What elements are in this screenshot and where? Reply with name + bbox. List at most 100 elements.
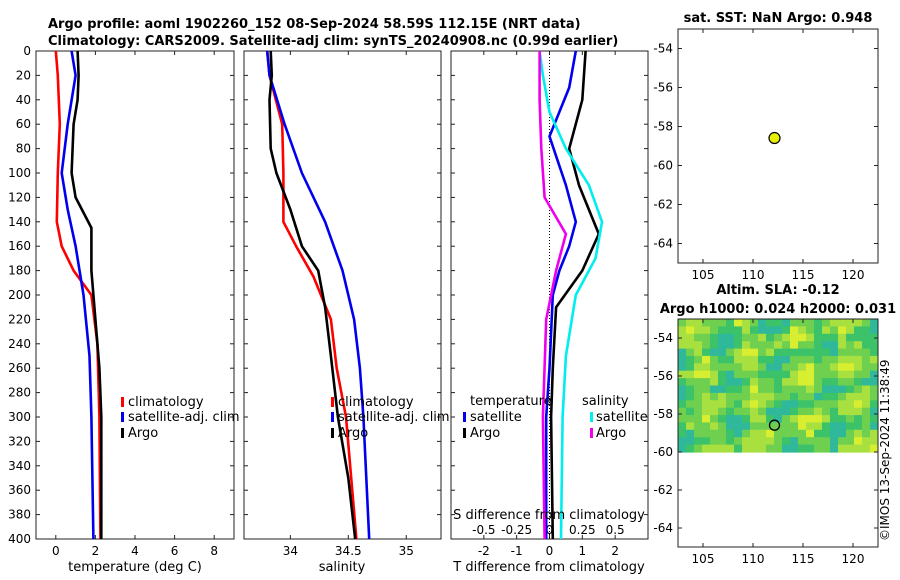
sla-heatmap-cell [686,415,695,424]
sla-heatmap-cell [838,429,847,438]
sla-heatmap-cell [694,437,703,446]
sla-heatmap-cell [678,370,687,379]
depth-tick-label: 0 [23,44,31,58]
sla-heatmap-cell [710,415,719,424]
sla-heatmap-cell [750,444,759,453]
sla-heatmap-cell [718,407,727,416]
sla-heatmap-cell [702,333,711,342]
sla-heatmap-cell [726,363,735,372]
sla-heatmap-cell [862,355,871,364]
sla-heatmap-cell [726,407,735,416]
legend-swatch-salinity-satellite [590,412,593,422]
sla-heatmap-cell [814,319,823,327]
sla-heatmap-cell [742,326,751,335]
sla-heatmap-cell [678,437,687,446]
sla-heatmap-cell [806,326,815,335]
sla-heatmap-cell [846,355,855,364]
sla-heatmap-cell [710,363,719,372]
sla-heatmap-cell [814,363,823,372]
sla-heatmap-cell [694,326,703,335]
lat-tick-label: -54 [653,331,673,345]
depth-tick-label: 40 [16,93,31,107]
sla-heatmap-cell [846,444,855,453]
sla-heatmap-cell [798,385,807,394]
sla-heatmap-cell [870,326,878,335]
sla-heatmap-cell [870,348,878,357]
sla-heatmap-cell [838,348,847,357]
depth-tick-label: 240 [8,337,31,351]
sla-heatmap-cell [694,415,703,424]
sla-heatmap-cell [718,444,727,453]
legend-swatch-argo [121,428,124,438]
sla-heatmap-cell [750,422,759,431]
sla-heatmap-cell [782,429,791,438]
sla-heatmap-cell [838,363,847,372]
sla-heatmap-cell [854,400,863,409]
sla-heatmap-cell [798,348,807,357]
series-line-satellite-adj-clim [265,51,371,539]
sst-map-frame [677,28,879,264]
sla-heatmap-cell [862,363,871,372]
sla-heatmap-cell [766,392,775,401]
sla-heatmap-cell [774,341,783,350]
sla-heatmap-cell [694,400,703,409]
sla-heatmap-cell [718,422,727,431]
sla-heatmap-cell [798,392,807,401]
sla-heatmap-cell [686,400,695,409]
sla-heatmap-cell [774,392,783,401]
sla-heatmap-cell [702,326,711,335]
sla-heatmap-cell [846,400,855,409]
sla-heatmap-cell [686,341,695,350]
sla-heatmap-cell [862,319,871,327]
sla-heatmap-cell [702,319,711,327]
x-tick-label: 6 [171,544,179,558]
sla-heatmap-cell [814,370,823,379]
sla-heatmap-cell [854,422,863,431]
sla-heatmap-cell [798,319,807,327]
sla-heatmap-cell [806,407,815,416]
sla-heatmap-cell [702,348,711,357]
sla-heatmap-cell [782,319,791,327]
sla-heatmap-cell [750,385,759,394]
sla-heatmap-cell [710,355,719,364]
depth-tick-label: 400 [8,532,31,546]
sla-heatmap-cell [790,326,799,335]
sla-heatmap-cell [806,392,815,401]
sla-heatmap-cell [734,341,743,350]
legend-swatch-salinity-argo [590,428,593,438]
sla-heatmap-cell [734,407,743,416]
sla-heatmap-cell [766,355,775,364]
sla-heatmap-cell [678,407,687,416]
sla-heatmap-cell [734,392,743,401]
lon-tick-label: 110 [742,552,765,566]
depth-tick-label: 280 [8,386,31,400]
top-x-tick-label: 0 [546,523,554,537]
depth-tick-label: 320 [8,434,31,448]
sla-heatmap-cell [718,326,727,335]
sla-heatmap-cell [790,407,799,416]
legend-label-climatology: climatology [128,395,204,410]
sla-heatmap-cell [830,392,839,401]
sla-heatmap-cell [822,415,831,424]
sla-heatmap-cell [742,355,751,364]
sla-heatmap-cell [870,392,878,401]
sla-heatmap-cell [798,355,807,364]
sla-heatmap-cell [870,444,878,453]
sla-heatmap-cell [814,422,823,431]
sla-heatmap-cell [766,400,775,409]
sla-heatmap-cell [798,378,807,387]
sla-heatmap-cell [838,415,847,424]
sla-heatmap-cell [798,444,807,453]
sla-heatmap-cell [726,348,735,357]
sla-heatmap-cell [830,422,839,431]
sla-heatmap-cell [774,348,783,357]
sla-heatmap-cell [686,392,695,401]
sla-heatmap-cell [798,422,807,431]
sla-heatmap-cell [750,400,759,409]
temperature-panel: 0204060801001201401601802002202402602803… [8,44,240,575]
sla-heatmap-cell [734,400,743,409]
sla-heatmap-cell [766,385,775,394]
x-tick-label: 34.5 [335,544,362,558]
sla-heatmap-cell [678,319,687,327]
sla-heatmap-cell [750,378,759,387]
